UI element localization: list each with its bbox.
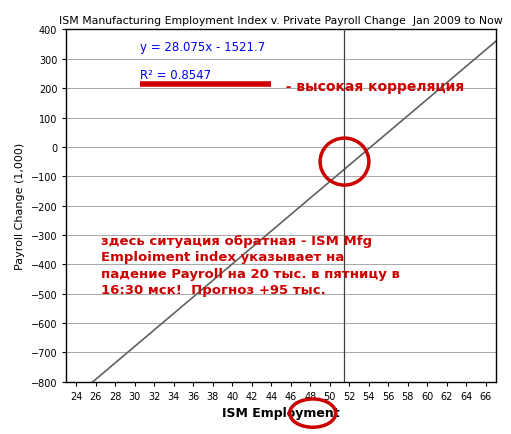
X-axis label: ISM Employment: ISM Employment <box>222 407 340 419</box>
Text: здесь ситуация обратная - ISM Mfg
Emploiment index указывает на
падение Payroll : здесь ситуация обратная - ISM Mfg Emploi… <box>101 234 400 296</box>
Y-axis label: Payroll Change (1,000): Payroll Change (1,000) <box>15 143 25 270</box>
Title: ISM Manufacturing Employment Index v. Private Payroll Change  Jan 2009 to Now: ISM Manufacturing Employment Index v. Pr… <box>59 16 503 26</box>
Text: y = 28.075x - 1521.7: y = 28.075x - 1521.7 <box>140 41 265 54</box>
Text: - высокая корреляция: - высокая корреляция <box>276 80 464 94</box>
Text: R² = 0.8547: R² = 0.8547 <box>140 69 211 82</box>
